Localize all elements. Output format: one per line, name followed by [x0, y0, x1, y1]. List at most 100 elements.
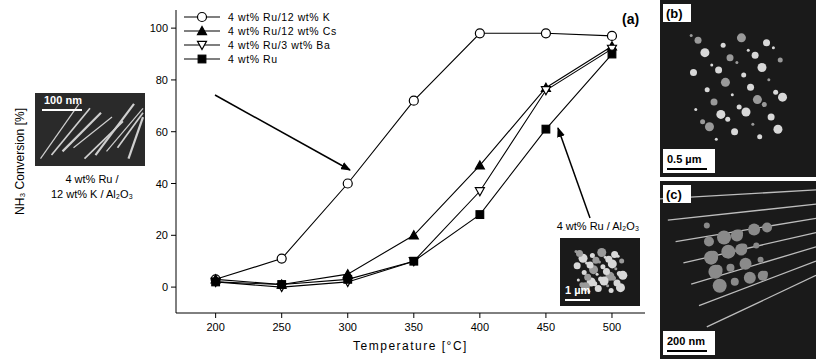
particle	[717, 231, 731, 245]
data-point	[277, 254, 286, 263]
particle	[748, 224, 760, 236]
particle	[731, 93, 734, 96]
particle	[737, 33, 746, 42]
particle	[722, 250, 730, 258]
series-line	[216, 54, 612, 284]
particle	[598, 261, 601, 264]
particle	[609, 288, 614, 293]
x-tick	[479, 313, 480, 318]
series-line	[216, 46, 612, 284]
scale-bar-label: 200 nm	[667, 335, 705, 347]
particle	[753, 243, 759, 249]
scale-bar	[667, 168, 707, 170]
y-tick-label: 60	[156, 126, 168, 138]
particle	[757, 134, 762, 139]
particle	[576, 250, 583, 257]
x-tick	[347, 313, 348, 318]
y-tick-label: 0	[162, 281, 168, 293]
inset-micrograph	[35, 93, 145, 166]
nanowire	[129, 117, 144, 159]
particle	[694, 108, 697, 111]
x-tick	[281, 313, 282, 318]
inset-caption: 4 wt% Ru /	[65, 173, 119, 185]
micrograph-bg	[660, 0, 816, 177]
scale-bar-box	[663, 149, 715, 173]
scale-bar-label: 1 µm	[565, 284, 591, 296]
nanowire	[683, 233, 816, 263]
scale-bar	[565, 299, 590, 301]
particle	[762, 223, 772, 233]
particle	[618, 271, 627, 280]
particle	[741, 107, 750, 116]
particle	[690, 34, 693, 37]
particle	[753, 95, 762, 104]
y-tick	[171, 235, 176, 236]
nanowire	[96, 104, 135, 155]
particle	[700, 48, 709, 57]
y-tick-label: 40	[156, 178, 168, 190]
x-tick-label: 500	[603, 321, 621, 333]
x-tick-label: 450	[537, 321, 555, 333]
data-point	[211, 278, 220, 286]
data-point	[278, 281, 286, 289]
data-point	[542, 125, 550, 133]
x-tick-label: 400	[471, 321, 489, 333]
particle	[619, 259, 624, 264]
particle	[762, 102, 767, 107]
series-line	[216, 33, 612, 279]
legend-marker	[198, 55, 206, 63]
particle	[727, 54, 734, 61]
x-tick-label: 250	[273, 321, 291, 333]
micrograph-bg	[35, 93, 145, 166]
particle	[574, 262, 581, 269]
particle	[613, 279, 620, 286]
legend-label: 4 wt% Ru/12 wt% Cs	[228, 25, 337, 37]
particle	[735, 61, 738, 64]
particle	[721, 245, 735, 259]
legend-marker	[198, 13, 207, 22]
scale-bar-box	[663, 331, 715, 355]
micrograph-bg	[660, 181, 816, 359]
particle	[704, 251, 718, 265]
scale-bar-label: 100 nm	[44, 94, 82, 106]
x-tick-label: 200	[206, 321, 224, 333]
panel-micrograph	[660, 181, 816, 359]
data-point	[409, 231, 418, 239]
panel-label: (c)	[666, 187, 682, 202]
data-point	[343, 179, 352, 188]
legend: 4 wt% Ru/12 wt% K4 wt% Ru/12 wt% Cs4 wt%…	[184, 11, 337, 65]
y-tick	[171, 131, 176, 132]
particle	[752, 52, 759, 59]
x-tick	[545, 313, 546, 318]
particle	[704, 237, 714, 247]
particle	[590, 253, 595, 258]
micrograph-bg	[560, 238, 640, 306]
particle	[582, 270, 587, 275]
particle	[705, 122, 714, 131]
particle	[577, 279, 580, 282]
nanowire	[52, 108, 91, 155]
particle	[705, 87, 710, 92]
nanowire	[668, 204, 816, 220]
panel-micrograph	[660, 0, 816, 177]
particle	[695, 37, 702, 44]
particle	[757, 63, 766, 72]
particle	[749, 229, 755, 235]
particle	[708, 265, 722, 279]
x-tick-label: 350	[405, 321, 423, 333]
scale-bar	[667, 350, 707, 352]
data-point	[475, 29, 484, 38]
legend-marker	[198, 41, 207, 49]
particle	[690, 69, 697, 76]
arrow	[558, 128, 590, 218]
x-tick	[611, 313, 612, 318]
nanowire	[74, 117, 113, 148]
x-axis-label: Temperature [°C]	[353, 339, 468, 353]
arrow	[215, 95, 350, 170]
particle	[731, 230, 743, 242]
x-tick-label: 300	[339, 321, 357, 333]
nanowire	[707, 275, 816, 327]
particle	[747, 49, 750, 52]
particle	[711, 99, 718, 106]
particle	[700, 119, 705, 124]
